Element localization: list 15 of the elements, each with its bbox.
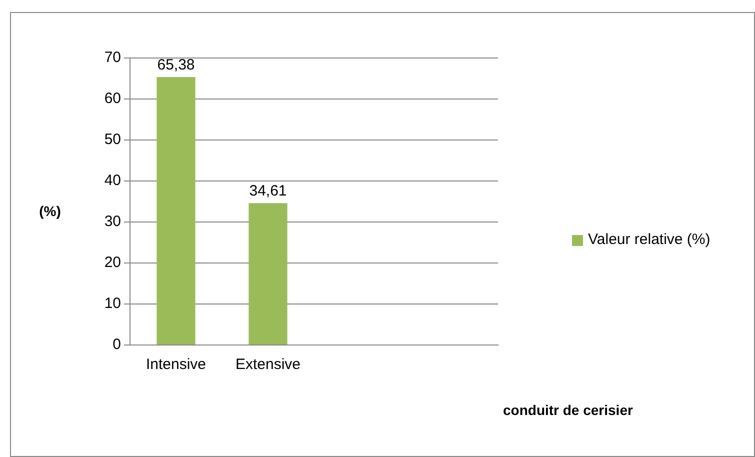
y-tick-label: 50	[104, 131, 121, 148]
y-axis-title: (%)	[39, 202, 61, 219]
y-tick-label: 40	[104, 172, 121, 190]
x-tick-label: Extensive	[235, 356, 301, 374]
y-tick-label: 0	[112, 336, 121, 354]
data-label: 34,61	[249, 182, 287, 200]
y-tick-label: 20	[104, 254, 121, 272]
y-tick-label: 30	[104, 213, 121, 230]
y-tick-label: 60	[104, 90, 121, 108]
x-axis-title: conduitr de cerisier	[503, 402, 634, 418]
legend-label: Valeur relative (%)	[588, 231, 710, 248]
data-label: 65,38	[157, 56, 195, 74]
y-tick-label: 10	[104, 295, 121, 312]
x-tick-label: Intensive	[146, 356, 206, 374]
y-tick-label: 70	[104, 49, 121, 66]
